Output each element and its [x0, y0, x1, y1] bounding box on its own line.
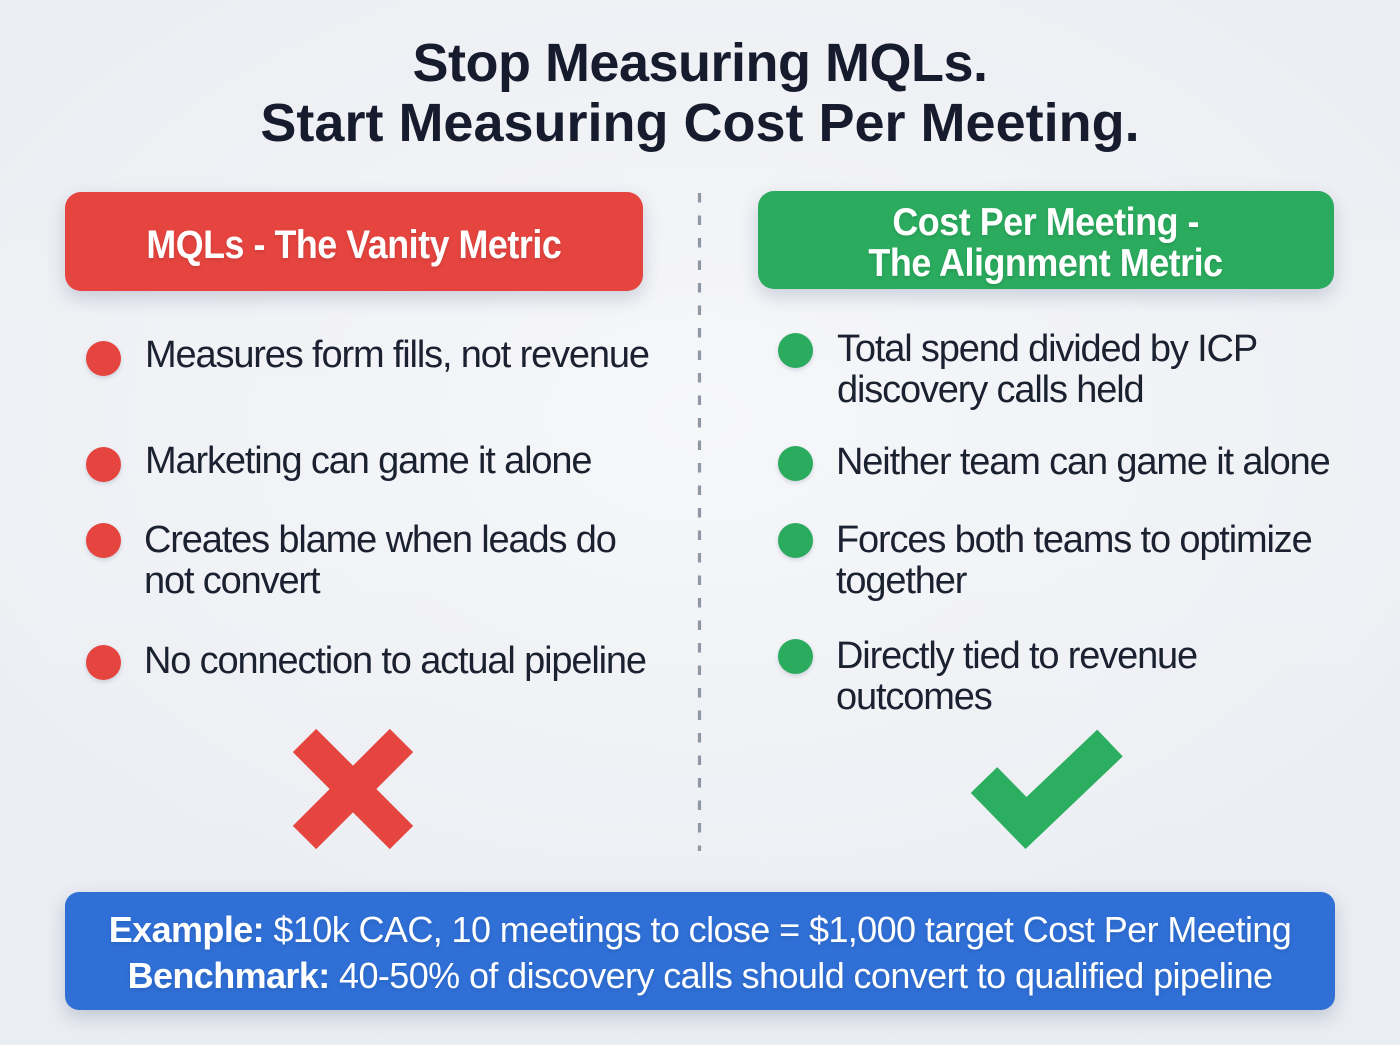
right-column-header-label-line2: The Alignment Metric [868, 242, 1224, 285]
footer-line1-label: Example: [108, 908, 265, 950]
right-list-item-1-line1: Total spend divided by ICP [837, 328, 1258, 370]
footer-line2-label: Benchmark: [127, 954, 331, 996]
left-list-item-1: Measures form fills, not revenue [145, 334, 650, 376]
left-bullet-dot-4 [86, 645, 121, 680]
footer-line2-text: 40-50% of discovery calls should convert… [329, 954, 1273, 996]
left-list-item-3: Creates blame when leads do not convert [144, 519, 617, 602]
right-list-item-4-line2: outcomes [836, 676, 993, 718]
left-column-header-label: MQLs - The Vanity Metric [146, 223, 562, 267]
footer-banner: Example: $10k CAC, 10 meetings to close … [65, 892, 1335, 1010]
right-list-item-3-line1: Forces both teams to optimize [836, 519, 1313, 561]
right-list-item-4: Directly tied to revenue outcomes [836, 635, 1198, 718]
right-list-item-3: Forces both teams to optimize together [836, 519, 1313, 602]
check-mark-icon [970, 729, 1123, 849]
left-list-item-4-line1: No connection to actual pipeline [144, 640, 647, 682]
footer-line2: Benchmark: 40-50% of discovery calls sho… [128, 953, 1273, 999]
footer-line1-text: $10k CAC, 10 meetings to close = $1,000 … [264, 908, 1292, 950]
right-list-item-1-line2: discovery calls held [837, 369, 1145, 411]
left-list-item-2-line1: Marketing can game it alone [145, 440, 592, 482]
left-bullet-dot-1 [86, 340, 121, 376]
left-bullet-dot-3 [86, 523, 121, 558]
right-bullet-dot-4 [778, 639, 813, 674]
right-list-item-2: Neither team can game it alone [836, 441, 1331, 483]
right-list-item-1: Total spend divided by ICP discovery cal… [837, 328, 1258, 411]
right-bullet-dot-1 [778, 333, 813, 368]
x-mark-icon [292, 728, 414, 850]
left-list-item-3-line1: Creates blame when leads do [144, 519, 617, 561]
left-column-header: MQLs - The Vanity Metric [65, 192, 643, 291]
right-column-header: Cost Per Meeting - The Alignment Metric [758, 191, 1334, 289]
left-list-item-4: No connection to actual pipeline [144, 640, 647, 682]
right-bullet-dot-3 [778, 523, 813, 558]
left-list-item-2: Marketing can game it alone [145, 440, 592, 482]
right-column-header-label-line1: Cost Per Meeting - [892, 201, 1200, 244]
left-list-item-3-line2: not convert [144, 560, 321, 602]
left-list-item-1-line1: Measures form fills, not revenue [145, 334, 650, 376]
left-bullet-dot-2 [86, 446, 121, 482]
footer-line1: Example: $10k CAC, 10 meetings to close … [108, 907, 1292, 953]
page-title-line1: Stop Measuring MQLs. [412, 33, 988, 93]
right-list-item-4-line1: Directly tied to revenue [836, 635, 1198, 677]
right-list-item-3-line2: together [836, 560, 967, 602]
page-title-line2: Start Measuring Cost Per Meeting. [260, 93, 1140, 153]
right-bullet-dot-2 [778, 445, 813, 481]
right-list-item-2-line1: Neither team can game it alone [836, 441, 1331, 483]
